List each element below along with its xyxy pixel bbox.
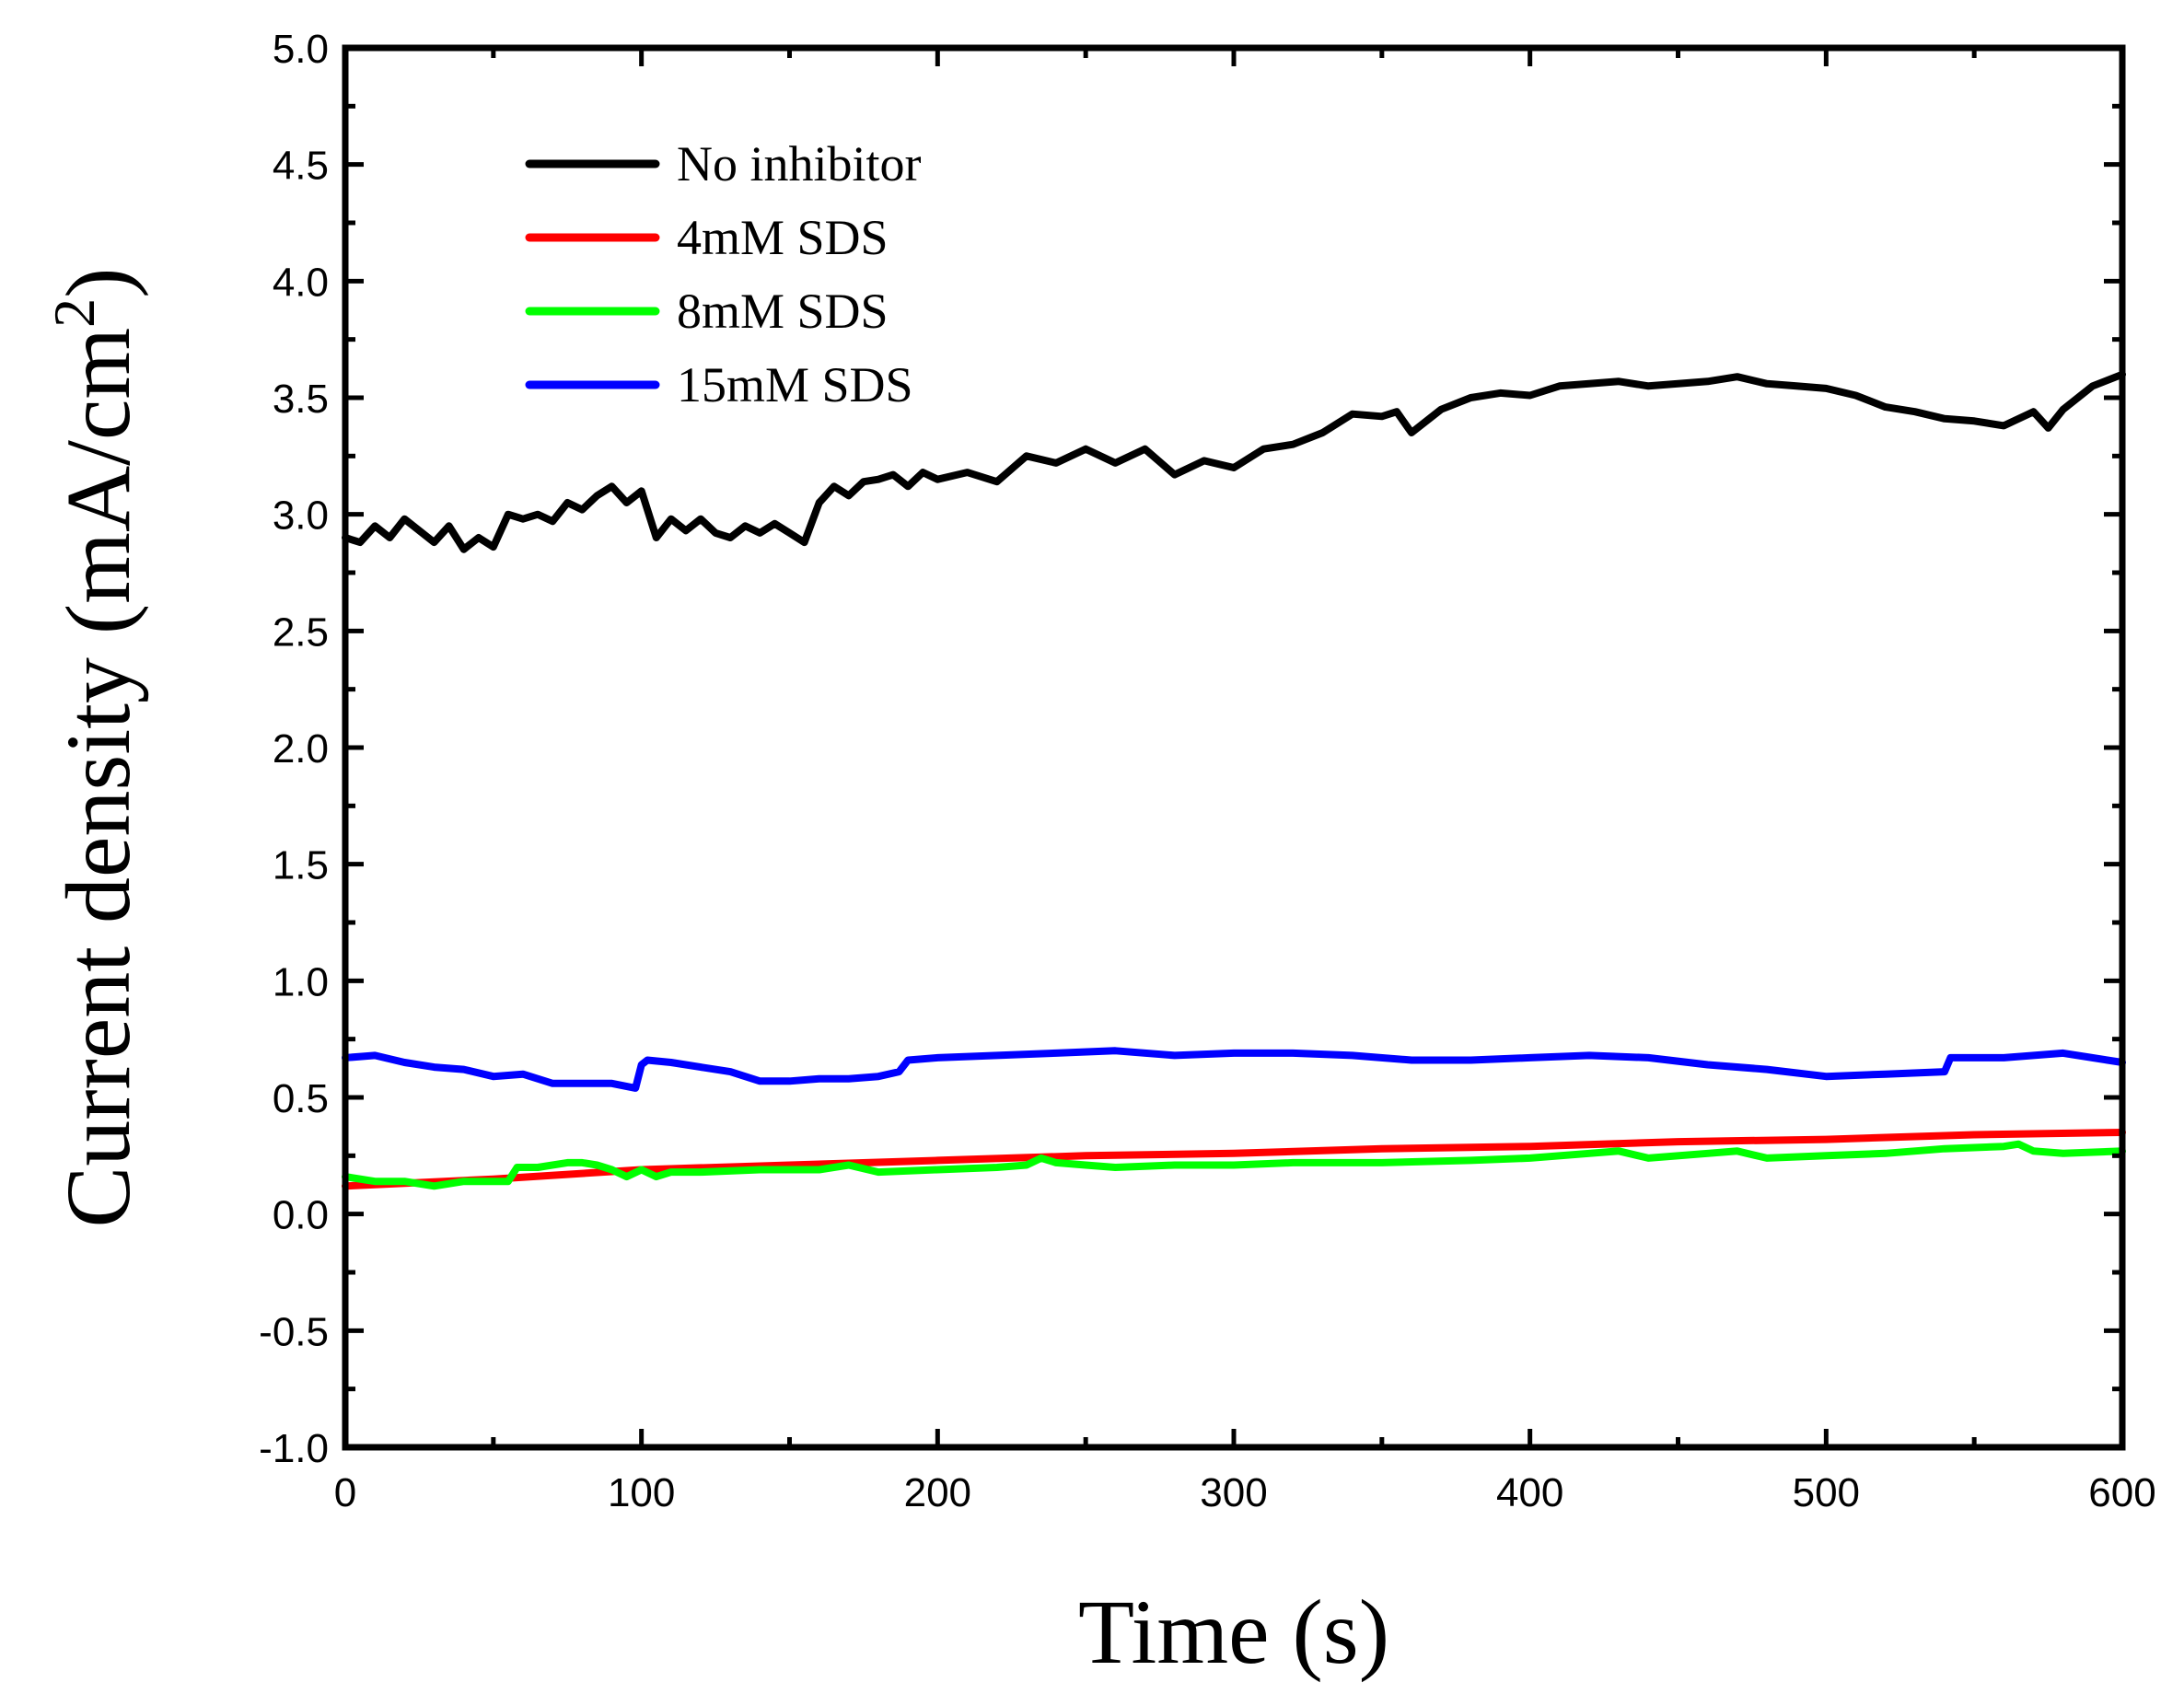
series-layer (342, 370, 2126, 1190)
y-tick-label: 3.0 (273, 493, 329, 539)
series-line-4 (342, 1047, 2126, 1092)
x-tick-label: 100 (608, 1470, 675, 1515)
legend-label-2: 4mM SDS (677, 210, 889, 265)
y-tick-label: 0.5 (273, 1076, 329, 1121)
series-line-3 (342, 1140, 2126, 1190)
x-tick-label: 300 (1200, 1470, 1267, 1515)
y-axis-title: Current density (mA/cm2) (41, 268, 149, 1228)
y-axis-title-main: Current density (mA/cm (47, 328, 149, 1228)
y-tick-label: 2.0 (273, 726, 329, 772)
x-tick-label: 0 (334, 1470, 356, 1515)
y-axis-title-superscript: 2 (41, 298, 107, 328)
y-tick-label: 4.5 (273, 144, 329, 189)
y-tick-label: 0.0 (273, 1193, 329, 1238)
series-line-1 (342, 370, 2126, 553)
legend: No inhibitor 4mM SDS 8mM SDS 15mM SDS (525, 136, 922, 412)
y-tick-label: 1.5 (273, 843, 329, 888)
legend-label-3: 8mM SDS (677, 284, 889, 339)
x-tick-label: 200 (904, 1470, 971, 1515)
y-tick-label: -1.0 (259, 1426, 329, 1471)
y-tick-label: 1.0 (273, 959, 329, 1004)
y-tick-label: 4.0 (273, 260, 329, 305)
legend-label-1: No inhibitor (677, 136, 922, 191)
y-tick-label: 5.0 (273, 27, 329, 72)
plot-frame (342, 44, 2126, 1451)
y-tick-label: -0.5 (259, 1309, 329, 1354)
y-tick-label: 2.5 (273, 609, 329, 655)
x-tick-label: 400 (1496, 1470, 1563, 1515)
y-tick-label: 3.5 (273, 377, 329, 422)
x-tick-label: 500 (1793, 1470, 1860, 1515)
x-axis-title: Time (s) (1078, 1581, 1389, 1683)
legend-label-4: 15mM SDS (677, 357, 913, 412)
x-tick-label: 600 (2088, 1470, 2155, 1515)
y-axis-title-close: ) (47, 268, 149, 298)
